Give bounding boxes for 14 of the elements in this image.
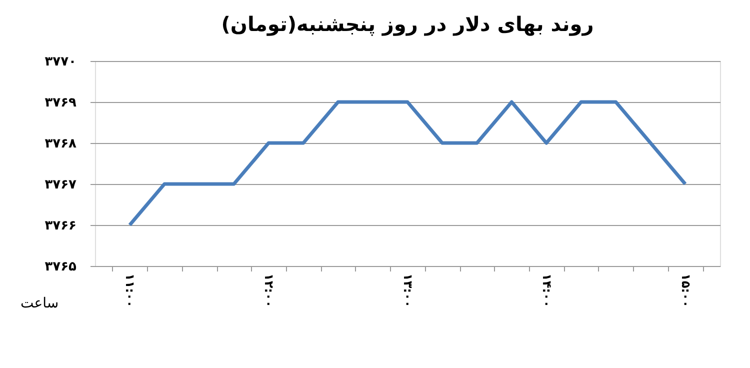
y-tick-label: ۳۷۶۵ (44, 260, 77, 274)
y-tick-label: ۳۷۶۶ (44, 218, 76, 234)
chart-title: روند بهای دلار در روز پنجشنبه(تومان) (221, 12, 594, 36)
y-tick-label: ۳۷۶۷ (44, 178, 77, 192)
x-axis-title: ساعت (20, 296, 59, 312)
y-tick-label: ۳۷۶۸ (44, 136, 77, 152)
x-tick-label: ۱۱:۰۰ (123, 274, 138, 308)
line-series (128, 100, 688, 227)
y-tick-label: ۳۷۶۹ (44, 96, 77, 110)
x-tick-label: ۱۴:۰۰ (540, 274, 554, 308)
x-tick-label: ۱۳:۰۰ (401, 274, 415, 308)
y-tick-label: ۳۷۷۰ (44, 54, 76, 70)
x-tick-label: ۱۲:۰۰ (262, 274, 276, 308)
x-tick-label: ۱۵:۰۰ (678, 274, 693, 308)
